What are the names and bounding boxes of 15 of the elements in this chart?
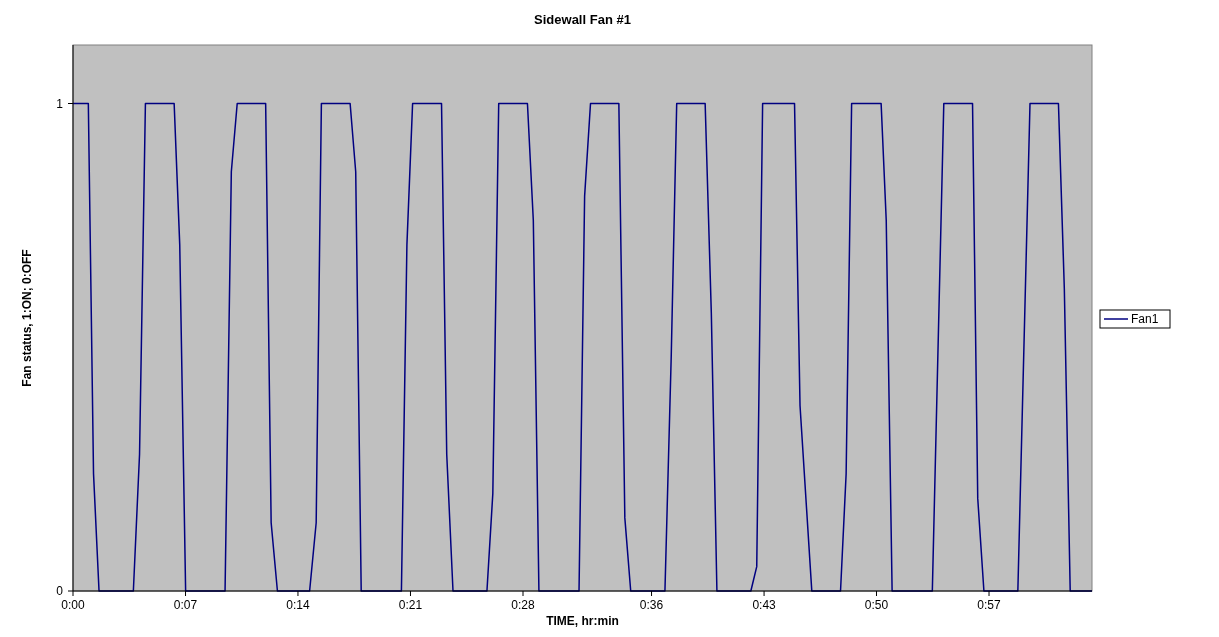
x-tick-label: 0:36 <box>639 598 664 612</box>
x-axis-title: TIME, hr:min <box>546 614 619 628</box>
x-tick-label: 0:00 <box>61 598 85 612</box>
x-tick-label: 0:07 <box>173 598 198 612</box>
chart-title: Sidewall Fan #1 <box>534 12 631 27</box>
y-axis-title: Fan status, 1:ON; 0:OFF <box>20 249 34 387</box>
x-tick-label: 0:28 <box>511 598 536 612</box>
x-tick-label: 0:57 <box>977 598 1002 612</box>
x-tick-label: 0:21 <box>398 598 423 612</box>
y-tick-label: 1 <box>56 96 64 111</box>
y-tick-label: 0 <box>56 584 64 598</box>
x-tick-label: 0:50 <box>864 598 889 612</box>
legend-label: Fan1 <box>1131 312 1159 326</box>
x-tick-label: 0:14 <box>286 598 310 612</box>
x-tick-label: 0:43 <box>752 598 777 612</box>
